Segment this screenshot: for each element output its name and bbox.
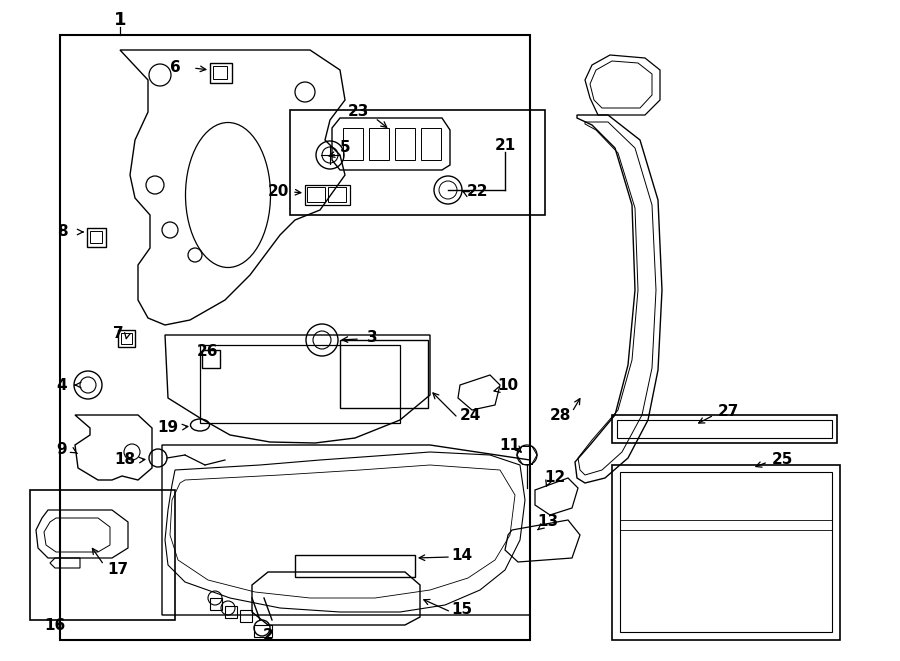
Bar xyxy=(305,185,350,205)
Bar xyxy=(200,345,400,423)
Text: 16: 16 xyxy=(44,617,66,633)
Text: 22: 22 xyxy=(467,184,489,200)
Bar xyxy=(612,415,837,443)
Text: 12: 12 xyxy=(544,471,565,485)
Text: 10: 10 xyxy=(498,377,518,393)
Bar xyxy=(290,110,545,215)
Bar xyxy=(395,128,415,160)
Bar xyxy=(617,420,832,438)
Bar xyxy=(225,606,237,618)
Bar xyxy=(307,187,325,202)
Text: 4: 4 xyxy=(57,377,68,393)
Bar xyxy=(90,231,102,243)
Text: 11: 11 xyxy=(500,438,520,453)
Bar xyxy=(328,187,346,202)
Text: 9: 9 xyxy=(57,442,68,457)
Bar xyxy=(210,63,232,83)
Text: 27: 27 xyxy=(717,405,739,420)
Bar xyxy=(118,330,135,347)
Text: 21: 21 xyxy=(494,137,516,153)
Text: 19: 19 xyxy=(158,420,178,436)
Text: 25: 25 xyxy=(771,453,793,467)
Text: 28: 28 xyxy=(549,407,571,422)
Bar xyxy=(421,128,441,160)
Bar xyxy=(87,228,106,247)
Bar xyxy=(254,625,272,637)
Bar xyxy=(240,610,252,622)
Text: 24: 24 xyxy=(459,407,481,422)
Bar xyxy=(60,35,530,640)
Bar xyxy=(612,465,840,640)
Text: 20: 20 xyxy=(267,184,289,200)
Text: 18: 18 xyxy=(114,453,136,467)
Text: 7: 7 xyxy=(112,325,123,340)
Bar xyxy=(620,472,832,632)
Text: 13: 13 xyxy=(537,514,559,529)
Text: 15: 15 xyxy=(452,602,472,617)
Bar xyxy=(30,490,175,620)
Text: 23: 23 xyxy=(347,104,369,120)
Text: 17: 17 xyxy=(107,563,129,578)
Bar xyxy=(202,350,220,368)
Text: 5: 5 xyxy=(339,141,350,155)
Text: 1: 1 xyxy=(113,11,126,29)
Bar xyxy=(343,128,363,160)
Text: 2: 2 xyxy=(263,627,274,642)
Bar xyxy=(369,128,389,160)
Bar xyxy=(210,598,222,610)
Bar xyxy=(295,555,415,577)
Bar xyxy=(340,340,428,408)
Text: 3: 3 xyxy=(366,329,377,344)
Text: 26: 26 xyxy=(197,344,219,360)
Text: 6: 6 xyxy=(169,61,180,75)
Text: 8: 8 xyxy=(57,225,68,239)
Text: 14: 14 xyxy=(452,547,472,563)
Bar xyxy=(213,66,227,79)
Bar xyxy=(121,333,132,344)
